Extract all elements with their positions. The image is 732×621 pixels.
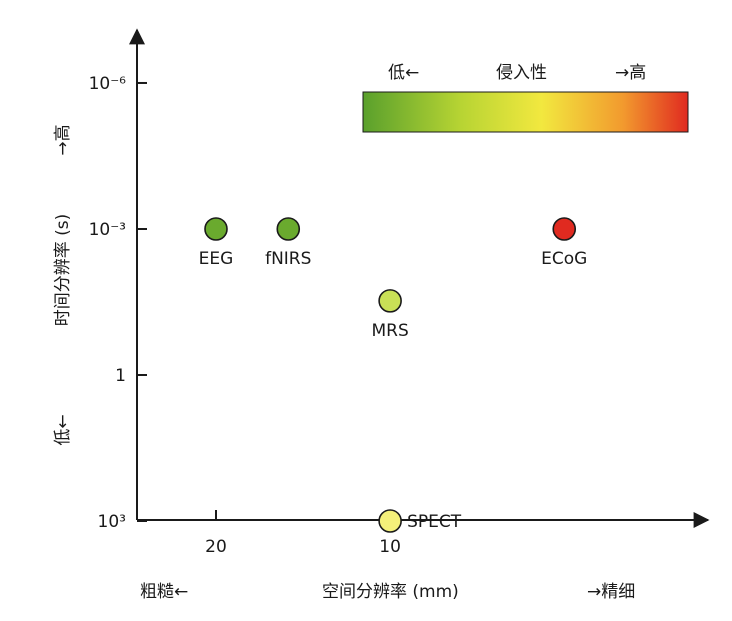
y-axis-bottom-hint: 低← [53, 414, 73, 445]
data-point-eeg [204, 217, 228, 241]
data-point-mrs [378, 289, 402, 313]
invasiveness-gradient-bar [362, 91, 689, 133]
y-tick-label: 1 [115, 366, 126, 386]
data-point-fnirs [276, 217, 301, 241]
legend-title: 侵入性 [496, 63, 547, 83]
y-tick-label: 10⁻³ [89, 220, 126, 240]
y-tick-label: 10³ [98, 512, 126, 532]
y-tick-label: 10⁻⁶ [89, 74, 127, 94]
data-points: EEGfNIRSECoGMEGMRSfMRIPETX-CTSPECT [199, 217, 587, 533]
invasiveness-legend: 低← 侵入性 →高 [362, 63, 689, 133]
point-label-ecog: ECoG [541, 249, 587, 269]
point-label-eeg: EEG [199, 249, 234, 269]
x-axis-left-hint: 粗糙← [140, 582, 188, 602]
data-point-ecog [552, 217, 577, 241]
point-label-fnirs: fNIRS [265, 249, 311, 269]
x-axis-right-hint: →精细 [587, 582, 635, 602]
legend-high-label: →高 [615, 63, 646, 83]
legend-low-label: 低← [388, 63, 419, 83]
x-axis-title: 空间分辨率 (mm) [322, 582, 459, 602]
y-axis-top-hint: →高 [53, 124, 73, 155]
point-label-spect: SPECT [407, 512, 462, 532]
data-point-spect [378, 509, 402, 533]
x-tick-label: 20 [205, 537, 227, 557]
x-tick-label: 10 [379, 537, 401, 557]
x-ticks: 20101 [205, 510, 401, 557]
y-ticks: 10⁻⁶ 10⁻³ 1 10³ [89, 74, 147, 532]
y-axis-title: 时间分辨率 (s) [53, 214, 73, 327]
point-label-mrs: MRS [371, 321, 408, 341]
